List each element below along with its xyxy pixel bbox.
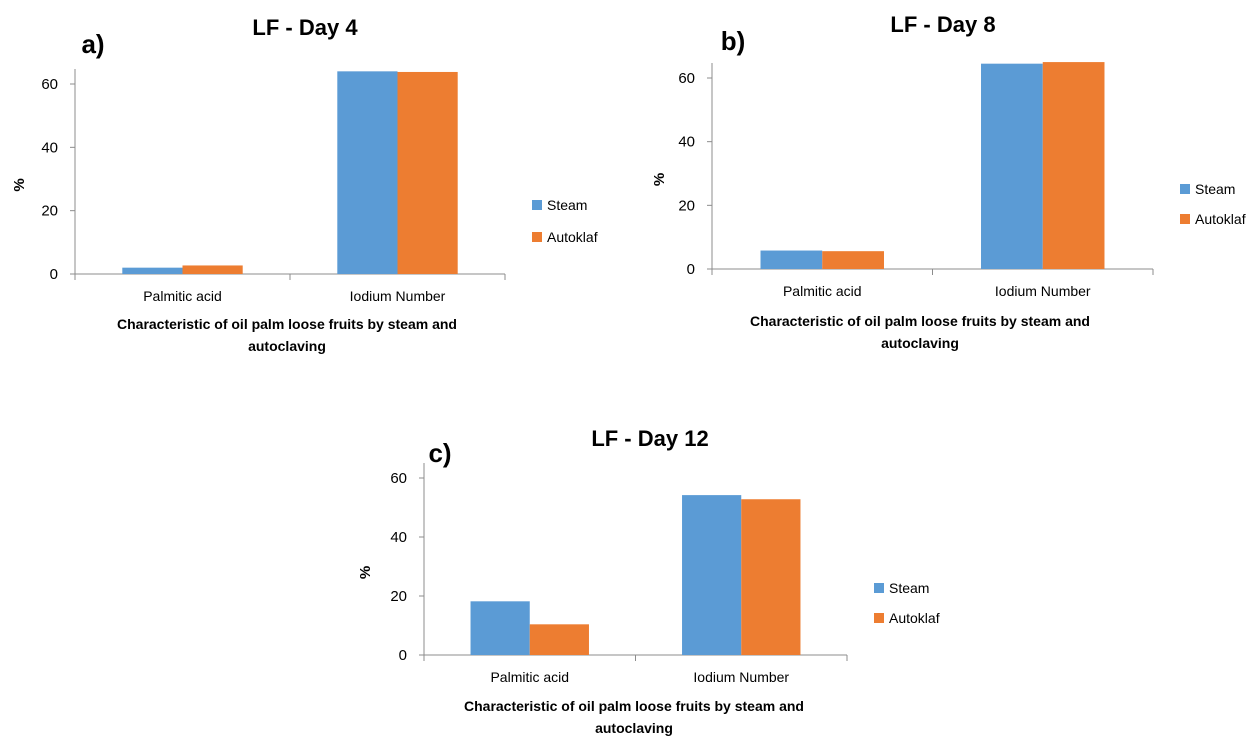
legend-label-autoklaf: Autoklaf bbox=[889, 610, 940, 626]
legend-label-autoklaf: Autoklaf bbox=[547, 229, 598, 245]
x-category-label: Palmitic acid bbox=[143, 288, 222, 304]
chart-panel-b: b) LF - Day 8% 0 20 40 60 Palmitic acid Iodium … bbox=[651, 12, 1246, 351]
x-category-label: Iodium Number bbox=[995, 283, 1091, 299]
legend-swatch-steam bbox=[874, 583, 884, 593]
bar-autoklaf-palmitic-acid bbox=[182, 265, 243, 274]
chart-title: LF - Day 4 bbox=[252, 15, 358, 40]
y-tick-label: 60 bbox=[390, 470, 407, 487]
x-category-label: Iodium Number bbox=[693, 669, 789, 685]
panel-label: c) bbox=[428, 438, 451, 468]
bar-steam-iodium-number bbox=[682, 495, 742, 655]
chart-panel-a: a) LF - Day 4% 0 20 40 60 Palmitic acid Iodium … bbox=[11, 15, 598, 354]
bar-steam-palmitic-acid bbox=[760, 250, 823, 269]
y-tick-label: 0 bbox=[399, 647, 407, 664]
y-axis-label: % bbox=[651, 173, 668, 186]
bar-steam-palmitic-acid bbox=[122, 267, 183, 274]
legend-label-autoklaf: Autoklaf bbox=[1195, 211, 1246, 227]
y-axis-label: % bbox=[11, 178, 28, 191]
bar-autoklaf-iodium-number bbox=[741, 499, 801, 655]
panel-label: a) bbox=[81, 29, 104, 59]
legend-swatch-autoklaf bbox=[1180, 214, 1190, 224]
x-axis-label-line-2: autoclaving bbox=[881, 335, 959, 351]
legend-swatch-autoklaf bbox=[532, 232, 542, 242]
x-axis-label-line-2: autoclaving bbox=[595, 720, 673, 736]
x-axis-label-line-1: Characteristic of oil palm loose fruits … bbox=[117, 316, 457, 332]
y-tick-label: 0 bbox=[687, 261, 695, 278]
bar-autoklaf-iodium-number bbox=[397, 71, 458, 274]
legend-swatch-steam bbox=[532, 200, 542, 210]
bar-steam-iodium-number bbox=[981, 63, 1043, 269]
legend-swatch-autoklaf bbox=[874, 613, 884, 623]
bar-steam-palmitic-acid bbox=[470, 601, 530, 655]
legend-label-steam: Steam bbox=[889, 580, 929, 596]
x-category-label: Palmitic acid bbox=[783, 283, 862, 299]
x-axis-label-line-1: Characteristic of oil palm loose fruits … bbox=[464, 698, 804, 714]
bar-steam-iodium-number bbox=[337, 71, 398, 274]
y-tick-label: 40 bbox=[390, 529, 407, 546]
x-axis-label-line-2: autoclaving bbox=[248, 338, 326, 354]
x-axis-label-line-1: Characteristic of oil palm loose fruits … bbox=[750, 313, 1090, 329]
y-tick-label: 0 bbox=[50, 266, 58, 283]
bar-autoklaf-iodium-number bbox=[1042, 62, 1105, 270]
y-tick-label: 20 bbox=[41, 203, 58, 220]
bar-autoklaf-palmitic-acid bbox=[822, 251, 884, 269]
y-tick-label: 60 bbox=[678, 70, 695, 87]
chart-title: LF - Day 8 bbox=[890, 12, 995, 37]
legend-swatch-steam bbox=[1180, 184, 1190, 194]
y-axis-label: % bbox=[357, 566, 374, 579]
y-tick-label: 40 bbox=[41, 139, 58, 156]
x-category-label: Palmitic acid bbox=[490, 669, 569, 685]
chart-title: LF - Day 12 bbox=[591, 426, 708, 451]
y-tick-label: 20 bbox=[678, 197, 695, 214]
bar-autoklaf-palmitic-acid bbox=[529, 624, 589, 655]
panel-label: b) bbox=[721, 26, 746, 56]
y-tick-label: 60 bbox=[41, 76, 58, 93]
chart-panel-c: c) LF - Day 12% 0 20 40 60 Palmitic acid Iodium… bbox=[357, 426, 940, 736]
legend-label-steam: Steam bbox=[547, 197, 587, 213]
x-category-label: Iodium Number bbox=[350, 288, 446, 304]
y-tick-label: 40 bbox=[678, 134, 695, 151]
y-tick-label: 20 bbox=[390, 588, 407, 605]
legend-label-steam: Steam bbox=[1195, 181, 1235, 197]
